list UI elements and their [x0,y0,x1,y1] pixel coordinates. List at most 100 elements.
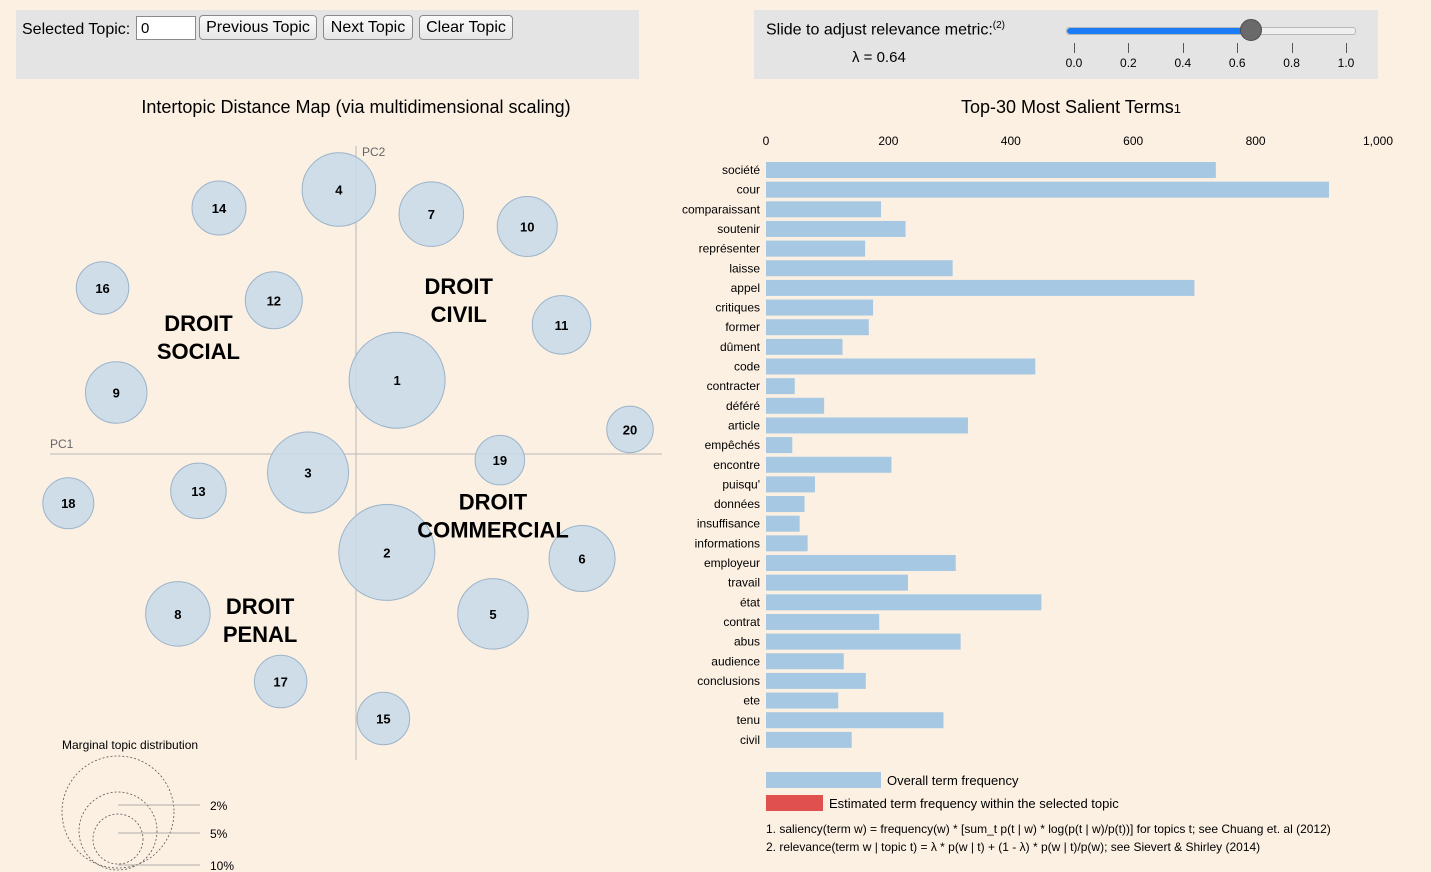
term-bar[interactable] [766,496,805,513]
topic-circle-16[interactable]: 16 [75,261,130,315]
topic-bubble[interactable] [398,181,465,247]
topic-circle-19[interactable]: 19 [474,434,526,486]
term-label[interactable]: empêchés [705,438,760,452]
term-bar[interactable] [766,378,795,395]
term-label[interactable]: employeur [704,556,760,570]
topic-bubble[interactable] [75,261,130,315]
topic-bubble[interactable] [244,271,303,330]
topic-bubble[interactable] [170,462,227,520]
term-bar[interactable] [766,220,906,237]
term-bar[interactable] [766,279,1195,296]
relevance-slider-track[interactable] [1066,27,1356,35]
term-label[interactable]: dûment [720,340,761,354]
term-label[interactable]: conclusions [697,674,760,688]
term-bar[interactable] [766,712,944,729]
topic-bubble[interactable] [253,654,308,709]
topic-circle-7[interactable]: 7 [398,181,465,247]
term-label[interactable]: encontre [713,458,760,472]
topic-circle-3[interactable]: 3 [267,431,350,514]
term-bar[interactable] [766,417,968,434]
topic-circle-15[interactable]: 15 [356,691,411,746]
topic-bubble[interactable] [85,361,148,424]
term-bar[interactable] [766,574,908,591]
term-bar[interactable] [766,358,1036,375]
topic-circle-20[interactable]: 20 [606,405,654,454]
term-bar[interactable] [766,555,956,571]
term-bar[interactable] [766,672,866,689]
term-label[interactable]: contrat [723,615,760,629]
topic-bubble[interactable] [42,477,95,530]
term-bar[interactable] [766,437,793,454]
term-label[interactable]: tenu [737,713,760,727]
term-bar[interactable] [766,633,961,650]
topic-bubble[interactable] [145,581,211,647]
topic-circle-11[interactable]: 11 [531,295,592,355]
term-label[interactable]: audience [711,654,760,668]
topic-bubble[interactable] [267,431,350,514]
term-label[interactable]: ete [743,694,760,708]
term-label[interactable]: travail [728,576,760,590]
topic-bubble[interactable] [457,578,529,650]
topic-circle-14[interactable]: 14 [191,180,247,236]
topic-bubble[interactable] [348,331,446,429]
term-label[interactable]: cour [737,183,760,197]
topic-circle-4[interactable]: 4 [301,152,377,227]
term-bar[interactable] [766,535,808,552]
topic-circle-1[interactable]: 1 [348,331,446,429]
term-label[interactable]: comparaissant [682,202,761,216]
topic-bubble[interactable] [606,405,654,454]
term-label[interactable]: société [722,163,760,177]
topic-bubble[interactable] [496,195,558,257]
topic-bubble[interactable] [301,152,377,227]
topic-bubble[interactable] [531,295,592,355]
term-label[interactable]: code [734,360,760,374]
next-topic-button[interactable]: Next Topic [323,15,413,40]
term-label[interactable]: article [728,418,760,432]
topic-bubble[interactable] [548,525,616,593]
selected-topic-input[interactable] [136,16,196,40]
term-bar[interactable] [766,260,953,277]
term-label[interactable]: insuffisance [697,517,760,531]
clear-topic-button[interactable]: Clear Topic [419,15,513,40]
term-bar[interactable] [766,476,815,493]
topic-circle-9[interactable]: 9 [85,361,148,424]
term-label[interactable]: appel [731,281,760,295]
term-label[interactable]: abus [734,635,760,649]
topic-circle-10[interactable]: 10 [496,195,558,257]
term-label[interactable]: laisse [729,261,760,275]
term-bar[interactable] [766,594,1042,611]
term-label[interactable]: soutenir [717,222,760,236]
term-bar[interactable] [766,240,866,257]
previous-topic-button[interactable]: Previous Topic [199,15,317,40]
term-bar[interactable] [766,181,1330,198]
term-bar[interactable] [766,456,892,473]
term-bar[interactable] [766,397,825,414]
term-label[interactable]: déféré [726,399,760,413]
topic-circle-8[interactable]: 8 [145,581,211,647]
term-bar[interactable] [766,515,800,532]
topic-circle-12[interactable]: 12 [244,271,303,330]
term-label[interactable]: état [740,595,761,609]
term-bar[interactable] [766,338,843,355]
topic-bubble[interactable] [191,180,247,236]
term-label[interactable]: représenter [699,242,760,256]
term-label[interactable]: données [714,497,760,511]
term-label[interactable]: contracter [707,379,760,393]
term-bar[interactable] [766,653,844,670]
term-bar[interactable] [766,162,1216,178]
topic-bubble[interactable] [338,503,436,601]
term-bar[interactable] [766,201,882,218]
term-label[interactable]: puisqu' [722,477,760,491]
term-label[interactable]: civil [740,733,760,747]
term-bar[interactable] [766,692,839,709]
relevance-slider-thumb[interactable] [1240,19,1263,41]
topic-circle-6[interactable]: 6 [548,525,616,593]
term-label[interactable]: former [725,320,760,334]
term-bar[interactable] [766,731,852,748]
topic-bubble[interactable] [474,434,526,486]
topic-circle-2[interactable]: 2 [338,503,436,601]
topic-circle-17[interactable]: 17 [253,654,308,709]
term-bar[interactable] [766,319,869,336]
term-label[interactable]: critiques [715,301,760,315]
topic-circle-5[interactable]: 5 [457,578,529,650]
